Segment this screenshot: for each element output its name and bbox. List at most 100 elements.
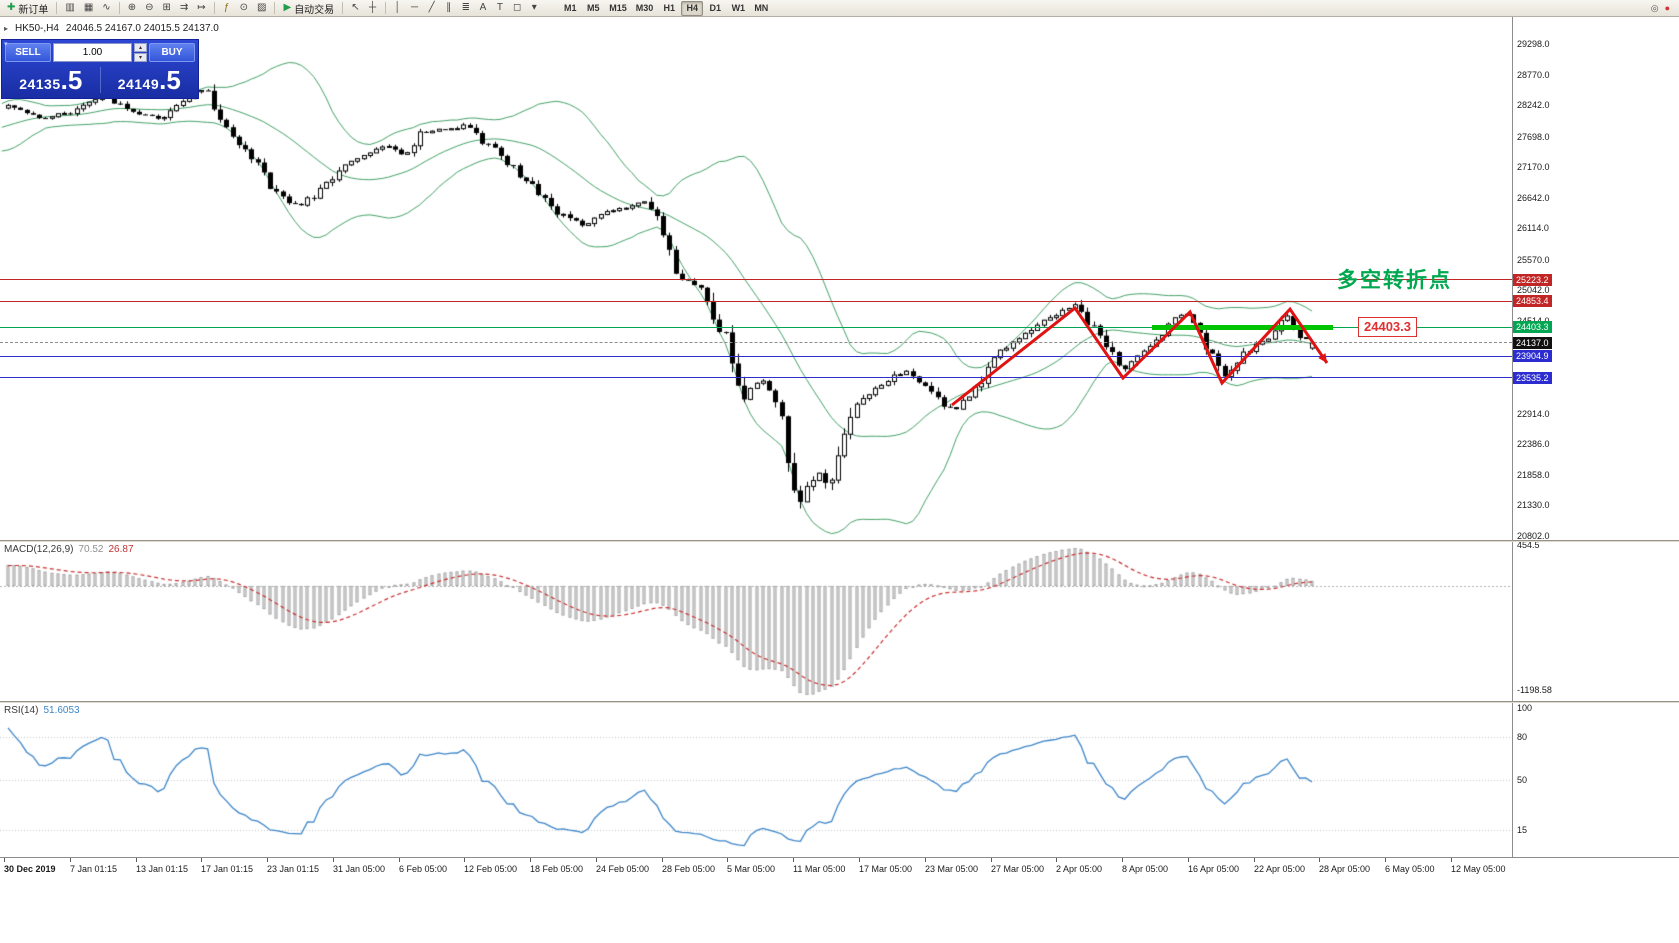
sell-price-main: 24135 [19,76,61,92]
timeframe-h1[interactable]: H1 [663,3,676,13]
horizontal-line-icon: ─ [411,2,419,13]
y-axis-tick: 24514.0 [1517,316,1550,326]
cursor-icon: ↖ [351,2,360,13]
templates-icon: ▨ [257,2,267,13]
y-axis-tick: 28770.0 [1517,69,1550,80]
horizontal-line-24403.3[interactable] [0,326,1512,328]
rsi-scale-label: 100 [1517,703,1533,713]
pane-divider[interactable] [0,540,1679,542]
auto-scroll-icon[interactable]: ⇉ [176,1,192,16]
y-axis-tick: 22386.0 [1517,439,1550,450]
x-axis-label: 2 Apr 05:00 [1056,864,1103,874]
rsi-label: RSI(14) 51.6053 [4,705,80,716]
timeframe-w1[interactable]: W1 [731,3,746,13]
timeframe-m15[interactable]: M15 [609,3,627,13]
rsi-scale-label: 50 [1517,775,1528,785]
buy-button[interactable]: BUY [149,43,195,62]
periods-icon[interactable]: ⊙ [236,1,252,16]
x-axis-label: 22 Apr 05:00 [1254,864,1306,874]
dropdown-arrow-icon[interactable]: ▾ [526,1,542,16]
new-order-button-label: 新订单 [18,4,49,16]
horizontal-line-24853.4[interactable] [0,300,1512,302]
pane-divider[interactable] [0,701,1679,703]
line-chart-type-icon[interactable]: ∿ [98,1,114,16]
rsi-canvas[interactable] [0,703,1512,857]
x-axis-tick [991,858,992,862]
cursor-icon[interactable]: ↖ [347,1,363,16]
x-axis-label: 18 Feb 05:00 [530,864,584,874]
crosshair-icon[interactable]: ┼ [365,1,381,16]
shapes-icon[interactable]: ◻ [509,1,525,16]
x-axis-tick [1319,858,1320,862]
timeframe-mn[interactable]: MN [754,3,769,13]
one-click-collapse-icon[interactable]: ▾ [4,41,8,48]
text-icon[interactable]: A [475,1,491,16]
new-order-button[interactable]: ✚ 新订单 [3,1,52,16]
timeframe-m1[interactable]: M1 [564,3,577,13]
x-axis-label: 31 Jan 05:00 [333,864,386,874]
timeframe-m30[interactable]: M30 [635,3,654,13]
time-axis[interactable] [0,857,1679,882]
channel-icon[interactable]: ∥ [441,1,457,16]
timeframe-m5[interactable]: M5 [587,3,600,13]
templates-icon[interactable]: ▨ [253,1,270,16]
indicators-icon[interactable]: ƒ [219,1,235,16]
docking-icon[interactable]: ◎ [1650,2,1659,13]
horizontal-line-23535.2[interactable] [0,377,1512,379]
timeframe-d1[interactable]: D1 [709,3,722,13]
x-axis-tick [4,858,5,862]
x-axis-tick [530,858,531,862]
pivot-highlight-bar[interactable] [1152,325,1333,331]
timeframe-h4[interactable]: H4 [681,0,704,16]
volume-decrease-button[interactable]: ▾ [134,53,147,62]
x-axis-tick [662,858,663,862]
zoom-in-icon[interactable]: ⊕ [124,1,140,16]
rsi-scale-label: 80 [1517,731,1528,742]
rsi-name: RSI(14) [4,705,39,716]
fibonacci-icon[interactable]: ≣ [458,1,474,16]
horizontal-line-23904.9[interactable] [0,355,1512,357]
status-dot-icon[interactable]: ● [1664,3,1670,13]
rsi-scale-label: 15 [1517,825,1528,836]
x-axis-tick [136,858,137,862]
ohlc-label: 24046.5 24167.0 24015.5 24137.0 [65,23,219,34]
buy-price[interactable]: 24149.5 [99,67,199,93]
candlestick-chart-type-icon: ▦ [83,2,94,13]
x-axis-label: 17 Mar 05:00 [859,864,913,874]
horizontal-line-icon[interactable]: ─ [407,1,423,16]
autotrading-button: ▶ [283,2,292,13]
y-axis-tick: 25042.0 [1517,285,1550,296]
line-chart-type-icon: ∿ [102,2,111,13]
vertical-line-icon[interactable]: │ [390,1,406,16]
sell-button[interactable]: SELL [5,43,51,62]
x-axis-label: 6 May 05:00 [1385,864,1435,874]
y-axis-tick: 21858.0 [1517,469,1550,480]
trendline-icon[interactable]: ╱ [424,1,440,16]
rsi-pane[interactable]: RSI(14) 51.6053 [0,703,1512,857]
label-icon[interactable]: T [492,1,508,16]
indicators-icon: ƒ [223,2,230,13]
sell-price[interactable]: 24135.5 [2,67,100,93]
horizontal-line-25223.2[interactable] [0,279,1512,281]
volume-increase-button[interactable]: ▴ [134,43,147,52]
bid-price-line [0,342,1512,344]
shapes-icon: ◻ [512,2,522,13]
autotrading-button[interactable]: ▶ 自动交易 [279,1,338,16]
turning-point-annotation[interactable]: 多空转折点 [1337,269,1452,292]
y-axis-tick: 27170.0 [1517,162,1550,173]
candlestick-chart-type-icon[interactable]: ▦ [80,1,97,16]
bar-chart-type-icon[interactable]: ▥ [61,1,78,16]
trendline-icon: ╱ [428,2,435,13]
chart-shift-icon[interactable]: ↦ [193,1,209,16]
price-tag-24853.4: 24853.4 [1513,295,1552,308]
macd-canvas[interactable] [0,542,1512,701]
x-axis-tick [859,858,860,862]
price-chart-canvas[interactable] [0,17,1512,540]
zoom-out-icon[interactable]: ⊖ [141,1,157,16]
x-axis-tick [399,858,400,862]
volume-input[interactable]: 1.00 [53,43,132,62]
tile-windows-icon[interactable]: ⊞ [158,1,174,16]
macd-pane[interactable]: MACD(12,26,9) 70.52 26.87 [0,542,1512,701]
price-callout-label[interactable]: 24403.3 [1358,317,1417,337]
price-chart-pane[interactable]: ▸ HK50-,H4 24046.5 24167.0 24015.5 24137… [0,17,1512,540]
